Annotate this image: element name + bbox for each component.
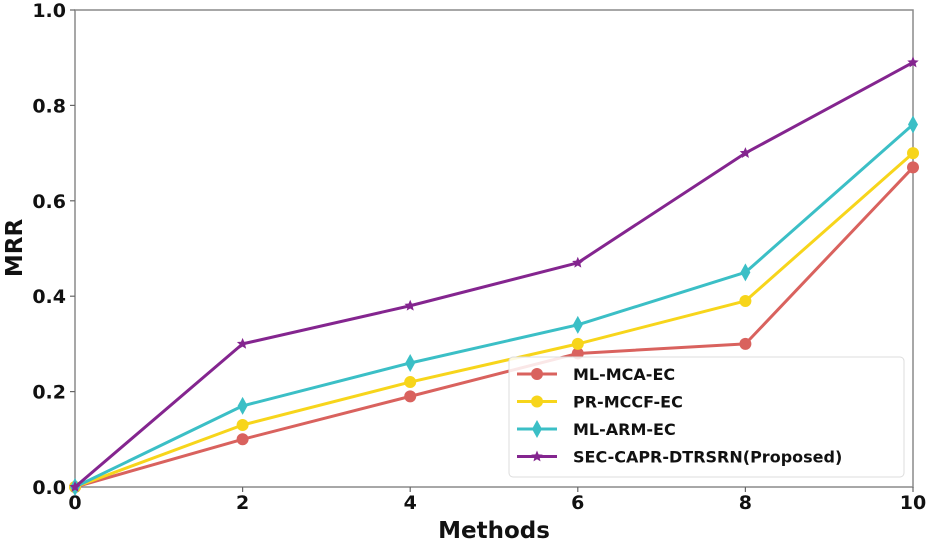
legend-marker (531, 395, 543, 408)
y-tick-label: 0.6 (32, 191, 66, 213)
series-ml-arm-ec (70, 115, 918, 496)
data-point (907, 161, 919, 174)
x-tick-label: 2 (236, 492, 249, 514)
legend-item: ML-MCA-EC (517, 365, 675, 384)
data-point (739, 294, 752, 307)
legend-marker (531, 368, 543, 380)
data-point (907, 147, 919, 160)
y-axis-title: MRR (2, 219, 28, 278)
y-axis: 0.0 0.2 0.4 0.6 0.8 1.0 (32, 0, 75, 499)
x-axis: 0 2 4 6 8 10 (68, 487, 926, 514)
data-point (739, 337, 752, 350)
legend-marker (532, 420, 542, 438)
data-point (237, 396, 248, 415)
x-axis-title: Methods (438, 518, 550, 541)
legend-item: ML-ARM-EC (517, 420, 676, 439)
x-tick-label: 0 (68, 492, 81, 514)
legend-label: SEC-CAPR-DTRSRN(Proposed) (573, 448, 842, 467)
y-tick-label: 0.2 (32, 382, 66, 404)
data-point (908, 115, 918, 134)
data-point (236, 418, 249, 431)
series-line (74, 166, 915, 489)
data-point (404, 376, 417, 389)
data-point (572, 256, 584, 268)
data-point (739, 147, 752, 158)
legend: ML-MCA-EC PR-MCCF-EC ML-ARM-EC SEC-CAPR-DTR… (508, 356, 905, 478)
legend-label: ML-ARM-EC (573, 420, 676, 439)
series-pr-mccf-ec (69, 147, 919, 493)
series-sec-capr-dtrsrn-proposed (69, 56, 919, 492)
plot-border (74, 9, 914, 488)
legend-label: ML-MCA-EC (573, 365, 675, 384)
legend-item: PR-MCCF-EC (517, 393, 683, 412)
legend-marker (531, 450, 543, 462)
series-layer (69, 56, 919, 496)
series-line (74, 61, 914, 489)
legend-label: PR-MCCF-EC (573, 393, 683, 412)
plot-frame (74, 9, 914, 488)
y-tick-label: 1.0 (32, 0, 66, 22)
legend-item: SEC-CAPR-DTRSRN(Proposed) (517, 448, 842, 467)
x-tick-label: 10 (900, 492, 926, 514)
data-point (405, 353, 416, 372)
data-point (572, 315, 583, 334)
legend-box (508, 356, 905, 478)
data-point (740, 263, 751, 282)
y-tick-label: 0.0 (32, 477, 66, 499)
x-tick-label: 4 (404, 492, 417, 514)
y-tick-label: 0.8 (32, 95, 66, 117)
data-point (236, 337, 249, 349)
data-point (404, 299, 416, 311)
y-tick-label: 0.4 (32, 286, 66, 308)
series-line (74, 151, 914, 489)
data-point (236, 433, 249, 446)
series-line (74, 123, 914, 489)
data-point (69, 481, 81, 492)
x-tick-label: 6 (571, 492, 584, 514)
x-tick-label: 8 (739, 492, 752, 514)
data-point (404, 390, 417, 403)
data-point (907, 56, 919, 68)
data-point (571, 347, 584, 360)
data-point (571, 337, 584, 350)
